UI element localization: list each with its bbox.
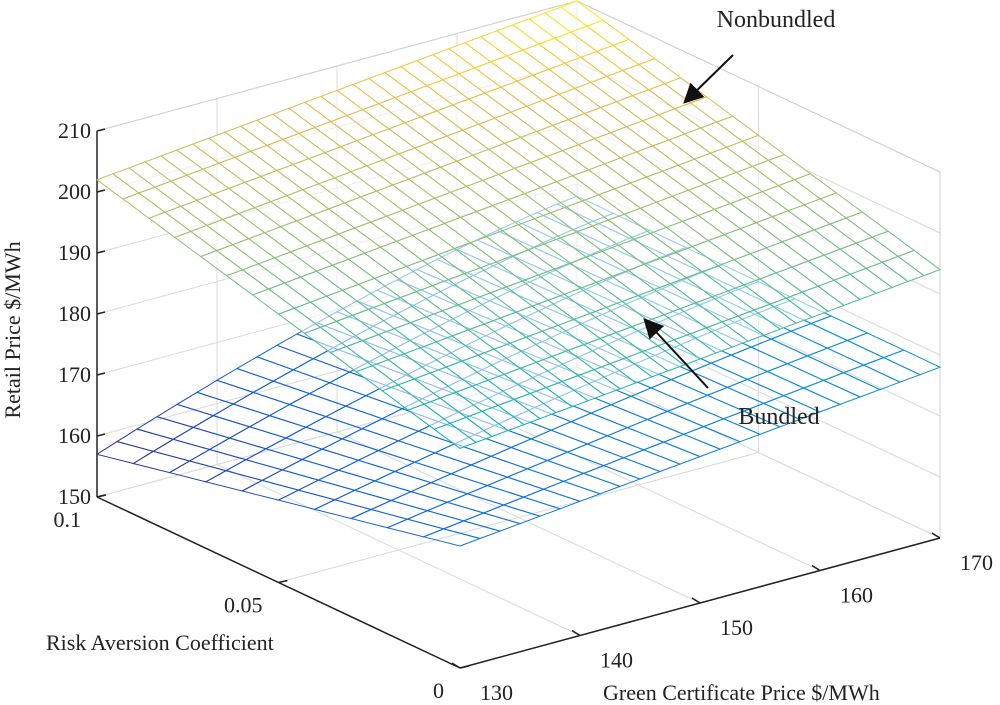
x-tick-mark <box>451 662 461 669</box>
z-tick-mark <box>96 372 106 376</box>
y-tick-label: 0.05 <box>224 593 263 618</box>
y-tick-label: 0 <box>433 678 444 703</box>
z-tick-mark <box>96 128 106 132</box>
z-tick-label: 180 <box>58 301 91 326</box>
nonbundled-surface-cell <box>559 0 604 27</box>
z-tick-label: 150 <box>58 484 91 509</box>
y-tick-mark <box>278 579 288 584</box>
z-tick-label: 190 <box>58 240 91 265</box>
x-tick-label: 160 <box>840 583 873 608</box>
box-edge <box>576 0 941 173</box>
z-tick-label: 200 <box>58 179 91 204</box>
x-tick-mark <box>811 564 821 572</box>
x-tick-label: 150 <box>720 615 753 640</box>
nonbundled-surface <box>95 0 942 449</box>
box-edge <box>96 0 578 132</box>
z-tick-label: 170 <box>58 362 91 387</box>
y-tick-mark <box>459 665 470 669</box>
z-tick-mark <box>96 433 106 437</box>
z-tick-labels: 150 160 170 180 190 200 210 <box>58 118 91 509</box>
x-tick-labels: 130 140 150 160 170 <box>480 550 993 705</box>
x-tick-mark <box>931 532 941 539</box>
z-axis-label: Retail Price $/MWh <box>0 241 25 418</box>
z-tick-mark <box>96 250 106 254</box>
x-tick-label: 130 <box>480 680 513 705</box>
surfaces <box>95 0 942 547</box>
nonbundled-annotation-label: Nonbundled <box>717 7 836 33</box>
y-tick-mark <box>96 494 107 498</box>
z-tick-label: 210 <box>58 118 91 143</box>
x-axis-label: Green Certificate Price $/MWh <box>603 680 880 705</box>
axes <box>96 128 941 669</box>
x-tick-label: 140 <box>600 648 633 673</box>
x-tick-mark <box>691 597 701 604</box>
nonbundled-annotation-arrow <box>683 54 734 104</box>
z-tick-mark <box>96 311 106 315</box>
y-tick-labels: 0 0.05 0.1 <box>54 507 445 703</box>
bundled-annotation-arrow <box>643 318 709 389</box>
z-tick-mark <box>96 189 106 193</box>
x-tick-label: 170 <box>960 550 993 575</box>
y-axis-label: Risk Aversion Coefficient <box>46 630 274 655</box>
bundled-annotation-label: Bundled <box>738 404 819 430</box>
x-tick-mark <box>571 629 581 637</box>
y-tick-label: 0.1 <box>54 507 82 532</box>
grid-line <box>278 452 759 583</box>
z-tick-label: 160 <box>58 423 91 448</box>
